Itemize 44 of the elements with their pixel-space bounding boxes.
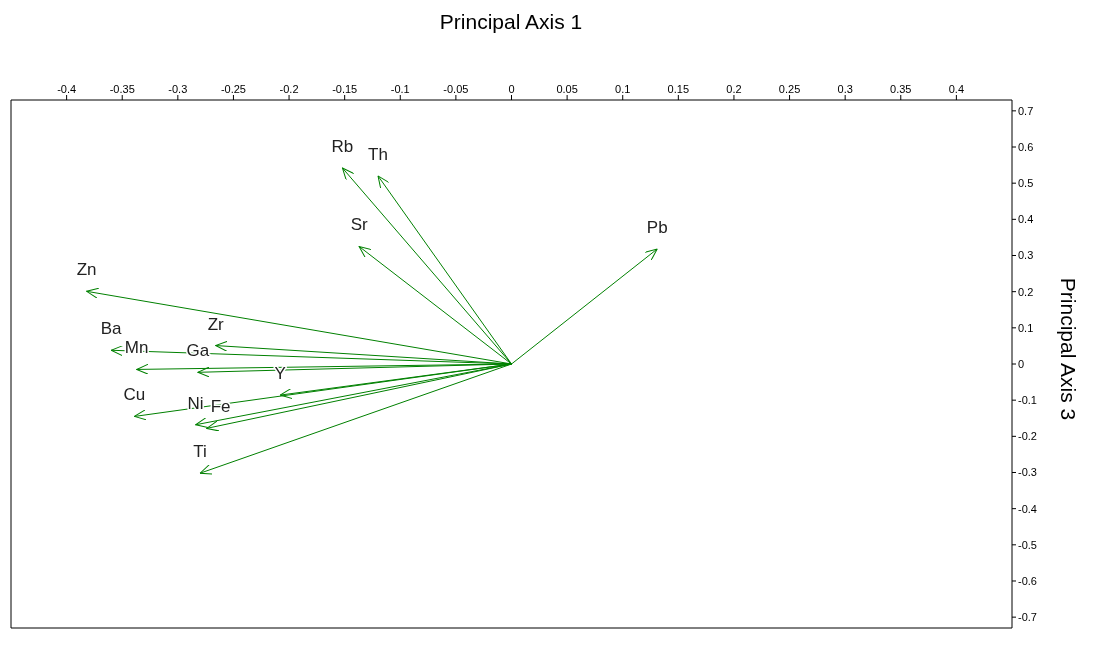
x-tick-label: 0.05 <box>556 83 578 95</box>
x-tick-label: 0 <box>508 83 515 95</box>
y-tick-label: -0.6 <box>1018 574 1037 587</box>
x-tick-label: -0.3 <box>168 83 188 95</box>
x-tick-label: 0.25 <box>778 83 801 95</box>
y-tick-label: -0.4 <box>1018 502 1037 515</box>
x-tick-label: 0.15 <box>667 83 690 95</box>
y-tick-label: -0.5 <box>1018 538 1037 551</box>
x-tick-label: -0.4 <box>57 83 77 95</box>
x-tick-label: -0.25 <box>220 83 246 95</box>
y-tick-label: 0.6 <box>1018 140 1034 153</box>
series-label: Sr <box>350 215 368 235</box>
x-tick-label: -0.1 <box>390 83 410 95</box>
series-label: Cu <box>123 385 146 405</box>
y-tick-label: 0.2 <box>1018 285 1034 298</box>
x-tick-label: -0.2 <box>279 83 299 95</box>
y-tick-label: -0.3 <box>1018 466 1037 479</box>
series-label: Ni <box>187 393 204 413</box>
series-label: Ba <box>100 319 123 339</box>
x-tick-label: 0.3 <box>837 83 853 95</box>
series-label: Th <box>368 144 388 164</box>
x-tick-label: 0.4 <box>948 83 965 95</box>
y-tick-label: -0.1 <box>1018 394 1037 407</box>
y-tick-label: -0.7 <box>1018 611 1037 624</box>
x-tick-label: 0.2 <box>726 83 742 95</box>
y-tick-label: 0.1 <box>1018 321 1034 334</box>
x-tick-label: -0.05 <box>443 83 469 95</box>
y-tick-label: 0 <box>1018 357 1025 370</box>
x-tick-label: -0.35 <box>109 83 135 95</box>
series-label: Zn <box>76 260 97 280</box>
x-tick-label: 0.35 <box>890 83 912 95</box>
series-label: Ti <box>193 442 207 462</box>
series-label: Pb <box>646 218 668 237</box>
y-tick-label: 0.3 <box>1018 249 1034 262</box>
y-tick-label: 0.4 <box>1018 213 1034 226</box>
x-axis-title: Principal Axis 1 <box>438 10 584 34</box>
y-tick-label: 0.7 <box>1018 104 1034 117</box>
x-tick-label: -0.15 <box>332 83 358 95</box>
y-axis-title: Principal Axis 3 <box>1056 277 1080 421</box>
y-tick-label: -0.2 <box>1018 430 1037 443</box>
series-label: Rb <box>331 136 354 156</box>
y-tick-label: 0.5 <box>1018 177 1034 190</box>
x-tick-label: 0.1 <box>615 83 631 95</box>
series-label: Zr <box>207 314 225 334</box>
